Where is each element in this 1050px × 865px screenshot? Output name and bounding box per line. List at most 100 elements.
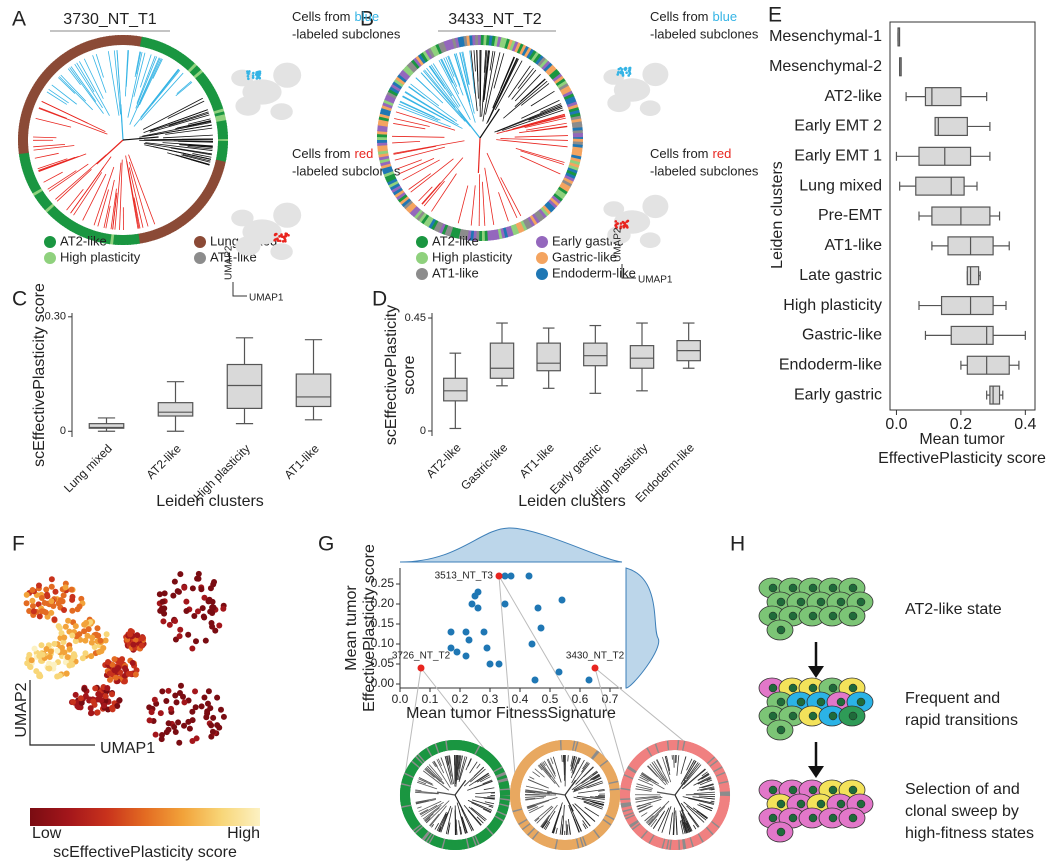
ring-segment: [377, 130, 388, 135]
ring-segment: [570, 115, 582, 122]
ring-segment: [463, 229, 469, 241]
umap-cell: [66, 662, 73, 669]
box: [940, 295, 994, 316]
umap-region: [146, 682, 227, 746]
branch: [112, 192, 118, 230]
umap-cell: [199, 605, 206, 612]
axes: [399, 568, 622, 689]
umap-cell: [216, 622, 223, 629]
branch: [661, 806, 672, 833]
branch: [701, 784, 714, 789]
axis-title: Leiden clusters: [769, 161, 786, 269]
branch: [505, 115, 566, 132]
ring-segment: [106, 35, 112, 47]
ring-segment: [564, 172, 576, 180]
ring-segment: [472, 230, 477, 241]
branch: [656, 759, 663, 770]
branch: [468, 806, 486, 822]
branch: [638, 778, 654, 786]
umap-cell: [146, 704, 153, 711]
branch: [485, 52, 501, 115]
umap-cell: [58, 644, 65, 651]
ring-segment: [215, 159, 226, 166]
branch: [511, 69, 537, 100]
branch: [110, 188, 117, 230]
branch: [651, 762, 664, 780]
umap-cell: [209, 610, 216, 617]
branch: [489, 50, 494, 71]
umap-caption: -labeled subclones: [292, 26, 401, 41]
branch: [674, 779, 687, 796]
branch: [683, 760, 697, 782]
umap-cell: [198, 703, 205, 710]
ring-segment: [571, 121, 583, 127]
ring-segment: [402, 199, 413, 210]
branch: [687, 797, 714, 805]
branch: [490, 57, 518, 115]
branch: [142, 121, 212, 137]
branch: [682, 768, 706, 789]
branch: [582, 820, 589, 829]
umap-cell: [111, 656, 118, 663]
ring-segment: [378, 151, 389, 158]
ring-segment: [430, 219, 439, 231]
box: [924, 87, 962, 107]
branch: [399, 100, 435, 118]
branch: [470, 807, 487, 821]
branch: [471, 799, 494, 807]
umap-cell: [62, 623, 69, 630]
umap-cell: [68, 586, 75, 593]
ring-segment: [415, 210, 425, 221]
umap-cell: [88, 639, 95, 646]
branch: [399, 158, 435, 175]
umap-cell: [621, 74, 625, 77]
umap-cell: [101, 702, 108, 709]
ring-segment: [523, 217, 533, 229]
ring-segment: [174, 217, 184, 228]
branch: [519, 125, 568, 134]
branch: [487, 58, 519, 123]
branch: [686, 758, 693, 771]
ring-segment: [22, 167, 34, 175]
caption-word: blue: [713, 9, 738, 24]
umap-cell: [36, 671, 43, 678]
caption-word: red: [713, 146, 732, 161]
ring-segment: [446, 39, 454, 51]
branch: [532, 771, 541, 778]
umap-cell: [29, 587, 36, 594]
density-right: [625, 567, 660, 689]
ring-segment: [69, 221, 79, 233]
branch: [686, 805, 705, 823]
umap-cell: [175, 719, 182, 726]
umap-cell: [206, 596, 213, 603]
ring-segment: [213, 108, 225, 116]
branch: [706, 778, 712, 782]
ring-segment: [377, 124, 388, 130]
branch: [424, 69, 456, 108]
ring-segment: [42, 69, 53, 80]
ring-segment: [189, 204, 200, 215]
ring-segment: [440, 41, 449, 53]
umap-cell: [89, 634, 96, 641]
nucleus: [816, 697, 826, 707]
branch: [675, 815, 678, 835]
box: [966, 266, 980, 286]
box: [989, 385, 1001, 405]
branch: [693, 776, 711, 786]
branch: [73, 172, 103, 216]
ring-segment: [97, 37, 104, 48]
ring-segment: [203, 84, 214, 93]
ring-segment: [526, 216, 535, 228]
caption-text: Cells from: [292, 146, 351, 161]
branch: [581, 762, 589, 773]
ring-segment: [193, 200, 204, 211]
branch: [56, 169, 92, 202]
branch: [571, 770, 598, 791]
ring-segment: [572, 127, 583, 133]
ring-segment: [567, 104, 579, 112]
ring-segment: [26, 94, 38, 103]
umap-cell: [26, 651, 33, 658]
umap-blob: [642, 62, 669, 87]
branch: [672, 807, 675, 835]
umap-cell: [163, 698, 170, 705]
